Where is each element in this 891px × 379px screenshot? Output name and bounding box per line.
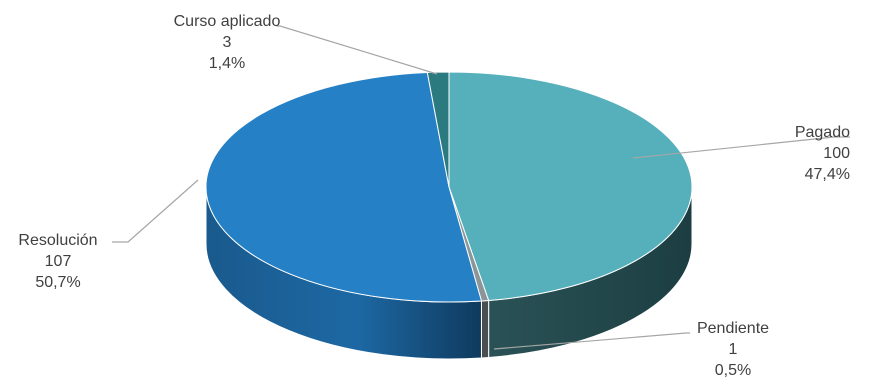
- pie-top-layer: [205, 71, 693, 303]
- label-name-pendiente: Pendiente: [697, 320, 769, 337]
- data-labels: Pagado 100 47,4% Pendiente 1 0,5% Resolución 10…: [18, 13, 850, 379]
- leader-line-resolucion: [112, 179, 199, 243]
- label-percent-pendiente: 0,5%: [715, 362, 751, 379]
- leader-line-pendiente: [493, 332, 690, 350]
- leader-lines: [112, 25, 850, 350]
- label-name-pagado: Pagado: [795, 124, 850, 141]
- pie-side-layer: [205, 186, 693, 360]
- label-percent-resolucion: 50,7%: [35, 274, 80, 291]
- data-label-pagado: Pagado 100 47,4%: [795, 124, 850, 183]
- label-name-resolucion: Resolución: [18, 232, 97, 249]
- slice-resolucion: [205, 71, 482, 303]
- data-label-curso-aplicado: Curso aplicado 3 1,4%: [174, 13, 281, 72]
- data-label-pendiente: Pendiente 1 0,5%: [697, 320, 769, 379]
- label-value-resolucion: 107: [45, 253, 72, 270]
- slice-side-pendiente: [480, 299, 490, 359]
- label-percent-curso-aplicado: 1,4%: [209, 55, 245, 72]
- label-value-curso-aplicado: 3: [223, 34, 232, 51]
- label-value-pendiente: 1: [729, 341, 738, 358]
- leader-line-curso-aplicado: [276, 25, 438, 75]
- label-name-curso-aplicado: Curso aplicado: [174, 13, 281, 30]
- leader-line-pagado: [632, 136, 850, 159]
- slice-curso-aplicado: [426, 71, 450, 188]
- data-label-resolucion: Resolución 107 50,7%: [18, 232, 97, 291]
- label-value-pagado: 100: [823, 145, 850, 162]
- slice-pagado: [448, 71, 693, 301]
- label-percent-pagado: 47,4%: [805, 166, 850, 183]
